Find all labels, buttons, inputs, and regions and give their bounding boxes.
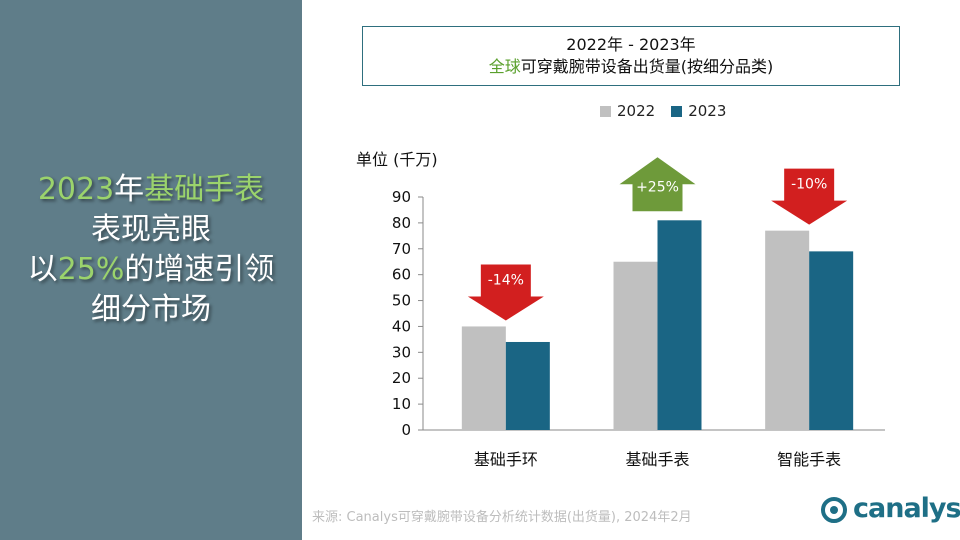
category-label: 基础手环	[474, 450, 538, 469]
change-label: -10%	[791, 177, 827, 193]
canalys-logo-icon	[821, 497, 847, 523]
category-label: 基础手表	[625, 450, 689, 469]
arrow-up-icon	[619, 157, 696, 212]
legend-item-2022: 2022	[600, 102, 655, 120]
source-note: 来源: Canalys可穿戴腕带设备分析统计数据(出货量), 2024年2月	[312, 510, 692, 525]
legend-label-2022: 2022	[617, 102, 656, 120]
bar-2023-0	[505, 341, 550, 430]
headline-nian: 年	[114, 172, 145, 207]
headline-growth-text: 的增速引领	[124, 252, 275, 287]
headline-category: 基础手表	[144, 172, 265, 207]
unit-label: 单位 (千万)	[356, 150, 438, 169]
legend-label-2023: 2023	[688, 102, 727, 120]
legend-swatch-2022	[600, 105, 611, 117]
y-tick-label: 40	[392, 317, 411, 335]
y-tick-label: 80	[392, 214, 411, 232]
y-tick-label: 90	[392, 188, 411, 206]
y-tick-label: 30	[392, 343, 411, 361]
headline-line-3: 以25%的增速引领	[28, 250, 275, 290]
canalys-logo: canalys	[853, 493, 960, 524]
y-tick-label: 0	[401, 421, 411, 439]
headline-line-2: 表现亮眼	[91, 212, 211, 247]
category-label: 智能手表	[777, 450, 841, 469]
chart-title-rest: 可穿戴腕带设备出货量(按细分品类)	[520, 57, 774, 76]
headline-line-1: 2023年基础手表	[28, 170, 275, 210]
y-tick-label: 20	[392, 369, 411, 387]
chart-title-global: 全球	[488, 57, 521, 76]
chart-title-box: 2022年 - 2023年 全球可穿戴腕带设备出货量(按细分品类)	[362, 26, 900, 86]
bar-2023-2	[809, 251, 854, 430]
bar-2022-2	[765, 230, 810, 430]
headline-yi: 以	[27, 252, 58, 287]
headline-year: 2023	[37, 172, 115, 207]
arrow-down-icon	[467, 264, 544, 321]
legend-swatch-2023	[671, 105, 683, 117]
bar-2022-1	[613, 261, 658, 430]
y-tick-label: 50	[392, 292, 411, 310]
legend-item-2023: 2023	[671, 102, 726, 120]
headline-growth: 25%	[57, 252, 125, 287]
y-tick-label: 60	[392, 266, 411, 284]
bar-2022-0	[461, 326, 506, 430]
y-tick-label: 70	[392, 240, 411, 258]
chart-title-line-1: 2022年 - 2023年	[566, 35, 696, 54]
headline: 2023年基础手表 表现亮眼 以25%的增速引领 细分市场	[28, 170, 275, 330]
headline-line-4: 细分市场	[91, 292, 211, 327]
chart-title-line-2: 全球可穿戴腕带设备出货量(按细分品类)	[363, 56, 899, 78]
change-label: -14%	[488, 272, 524, 288]
y-tick-label: 10	[392, 395, 411, 413]
arrow-down-icon	[771, 168, 848, 225]
left-panel: 2023年基础手表 表现亮眼 以25%的增速引领 细分市场	[0, 0, 302, 540]
bar-2023-1	[657, 220, 702, 430]
change-label: +25%	[636, 179, 679, 195]
chart-legend: 2022 2023	[600, 102, 742, 120]
